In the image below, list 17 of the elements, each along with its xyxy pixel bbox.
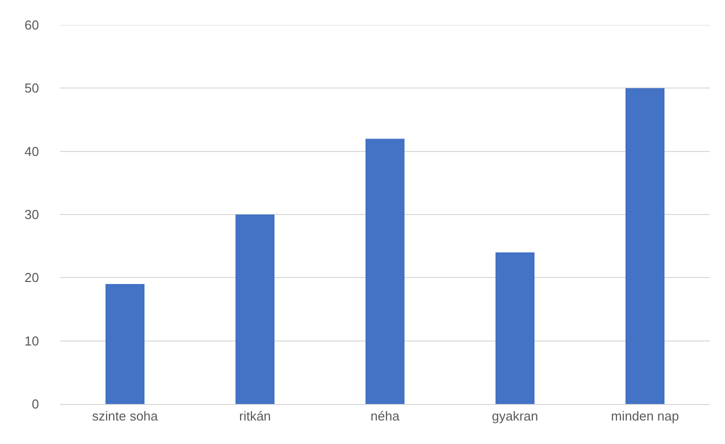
y-tick-label: 60: [24, 18, 39, 33]
x-tick-label: ritkán: [239, 408, 271, 424]
x-tick-label: szinte soha: [92, 408, 159, 424]
x-tick-label: gyakran: [492, 408, 538, 424]
bar: [626, 88, 664, 404]
bar: [106, 284, 144, 404]
x-tick-label: néha: [370, 408, 400, 424]
y-tick-label: 50: [24, 80, 39, 96]
bar: [366, 138, 404, 404]
bar: [236, 214, 274, 404]
y-tick-label: 0: [32, 396, 39, 412]
bar: [496, 252, 534, 404]
y-tick-label: 30: [24, 207, 39, 222]
y-tick-label: 40: [24, 144, 39, 159]
y-tick-label: 20: [24, 270, 39, 286]
x-tick-label: minden nap: [611, 408, 679, 424]
y-tick-label: 10: [24, 333, 39, 348]
